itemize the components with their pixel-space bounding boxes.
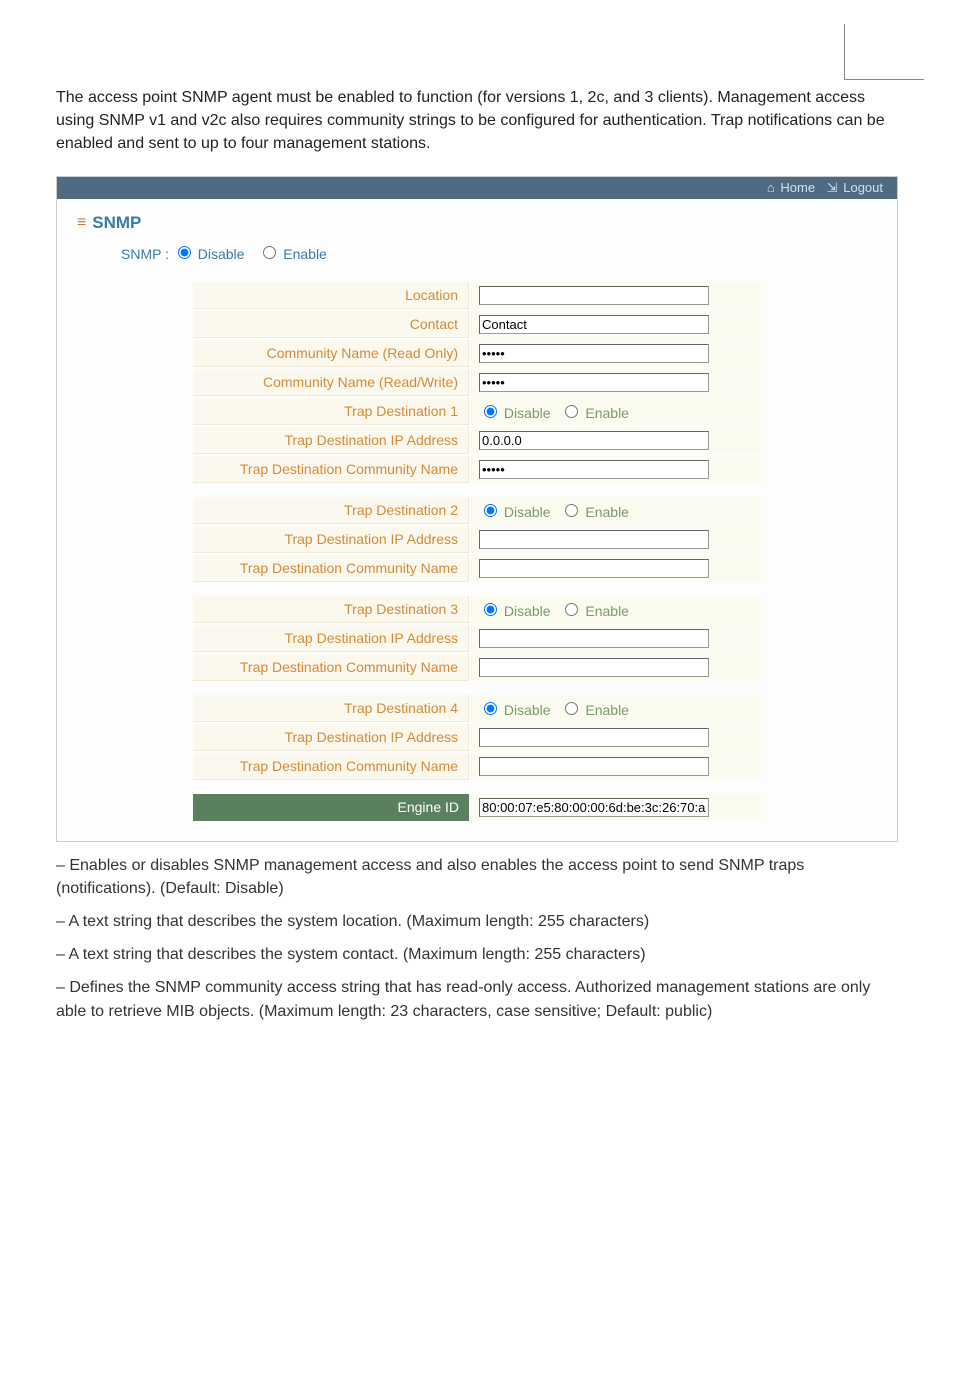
snmp-config-table: Location Contact Community Name (Read On…	[191, 280, 763, 823]
descriptions-block: – Enables or disables SNMP management ac…	[56, 854, 898, 1023]
trap4-enable-radio[interactable]	[565, 702, 578, 715]
trap3-comm-row: Trap Destination Community Name	[193, 654, 761, 681]
community-ro-label: Community Name (Read Only)	[193, 340, 469, 367]
trap4-ip-input[interactable]	[479, 728, 709, 747]
trap1-disable-option[interactable]: Disable	[479, 405, 551, 421]
engine-id-label: Engine ID	[193, 794, 469, 821]
community-ro-row: Community Name (Read Only)	[193, 340, 761, 367]
community-rw-row: Community Name (Read/Write)	[193, 369, 761, 396]
trap4-ip-label: Trap Destination IP Address	[193, 724, 469, 751]
community-rw-label: Community Name (Read/Write)	[193, 369, 469, 396]
trap2-comm-input[interactable]	[479, 559, 709, 578]
trap2-ip-input[interactable]	[479, 530, 709, 549]
home-icon: ⌂	[767, 180, 775, 195]
trap2-label: Trap Destination 2	[193, 497, 469, 524]
snmp-disable-option[interactable]: Disable	[173, 246, 248, 262]
contact-row: Contact	[193, 311, 761, 338]
community-ro-input[interactable]	[479, 344, 709, 363]
trap2-ip-row: Trap Destination IP Address	[193, 526, 761, 553]
trap3-comm-input[interactable]	[479, 658, 709, 677]
engine-id-row: Engine ID	[193, 794, 761, 821]
contact-input[interactable]	[479, 315, 709, 334]
logout-label: Logout	[843, 180, 883, 195]
location-label: Location	[193, 282, 469, 309]
trap4-disable-option[interactable]: Disable	[479, 702, 551, 718]
trap3-label: Trap Destination 3	[193, 596, 469, 623]
trap4-ip-row: Trap Destination IP Address	[193, 724, 761, 751]
community-rw-input[interactable]	[479, 373, 709, 392]
trap2-comm-label: Trap Destination Community Name	[193, 555, 469, 582]
logout-icon: ⇲	[827, 180, 838, 195]
trap3-disable-option[interactable]: Disable	[479, 603, 551, 619]
trap1-ip-row: Trap Destination IP Address	[193, 427, 761, 454]
section-prefix-icon: ≡	[77, 214, 84, 231]
section-title-text: SNMP	[92, 213, 141, 232]
desc-location: – A text string that describes the syste…	[56, 910, 898, 933]
logout-link[interactable]: ⇲ Logout	[827, 180, 883, 195]
trap1-enable-radio[interactable]	[565, 405, 578, 418]
trap3-ip-input[interactable]	[479, 629, 709, 648]
trap3-ip-label: Trap Destination IP Address	[193, 625, 469, 652]
trap3-enable-radio[interactable]	[565, 603, 578, 616]
app-header-bar: ⌂ Home ⇲ Logout	[57, 177, 897, 199]
trap1-ip-input[interactable]	[479, 431, 709, 450]
snmp-enable-option[interactable]: Enable	[258, 246, 326, 262]
engine-id-input[interactable]	[479, 798, 709, 817]
trap1-comm-row: Trap Destination Community Name	[193, 456, 761, 483]
section-heading: ≡ SNMP	[57, 199, 897, 237]
trap1-comm-input[interactable]	[479, 460, 709, 479]
trap2-disable-radio[interactable]	[484, 504, 497, 517]
page-corner-decoration	[844, 24, 924, 80]
intro-paragraph: The access point SNMP agent must be enab…	[56, 86, 898, 156]
snmp-toggle-label: SNMP :	[121, 246, 169, 262]
trap3-ip-row: Trap Destination IP Address	[193, 625, 761, 652]
trap2-ip-label: Trap Destination IP Address	[193, 526, 469, 553]
trap2-toggle-row: Trap Destination 2 Disable Enable	[193, 497, 761, 524]
trap1-comm-label: Trap Destination Community Name	[193, 456, 469, 483]
trap1-ip-label: Trap Destination IP Address	[193, 427, 469, 454]
trap2-enable-option[interactable]: Enable	[560, 504, 628, 520]
trap1-enable-option[interactable]: Enable	[560, 405, 628, 421]
trap4-comm-input[interactable]	[479, 757, 709, 776]
trap2-enable-radio[interactable]	[565, 504, 578, 517]
trap1-label: Trap Destination 1	[193, 398, 469, 425]
desc-contact: – A text string that describes the syste…	[56, 943, 898, 966]
desc-community: – Defines the SNMP community access stri…	[56, 976, 898, 1022]
trap3-toggle-row: Trap Destination 3 Disable Enable	[193, 596, 761, 623]
trap4-enable-option[interactable]: Enable	[560, 702, 628, 718]
trap1-disable-radio[interactable]	[484, 405, 497, 418]
home-link[interactable]: ⌂ Home	[767, 180, 819, 195]
trap1-toggle-row: Trap Destination 1 Disable Enable	[193, 398, 761, 425]
trap2-disable-option[interactable]: Disable	[479, 504, 551, 520]
snmp-enable-radio[interactable]	[263, 246, 276, 259]
location-row: Location	[193, 282, 761, 309]
trap4-comm-label: Trap Destination Community Name	[193, 753, 469, 780]
location-input[interactable]	[479, 286, 709, 305]
contact-label: Contact	[193, 311, 469, 338]
trap4-toggle-row: Trap Destination 4 Disable Enable	[193, 695, 761, 722]
trap3-disable-radio[interactable]	[484, 603, 497, 616]
desc-snmp: – Enables or disables SNMP management ac…	[56, 854, 898, 900]
trap4-disable-radio[interactable]	[484, 702, 497, 715]
snmp-disable-radio[interactable]	[178, 246, 191, 259]
trap4-comm-row: Trap Destination Community Name	[193, 753, 761, 780]
trap3-enable-option[interactable]: Enable	[560, 603, 628, 619]
trap2-comm-row: Trap Destination Community Name	[193, 555, 761, 582]
snmp-toggle-row: SNMP : Disable Enable	[57, 237, 897, 280]
snmp-config-screenshot: ⌂ Home ⇲ Logout ≡ SNMP SNMP : Disable En…	[56, 176, 898, 842]
home-label: Home	[780, 180, 815, 195]
trap3-comm-label: Trap Destination Community Name	[193, 654, 469, 681]
trap4-label: Trap Destination 4	[193, 695, 469, 722]
